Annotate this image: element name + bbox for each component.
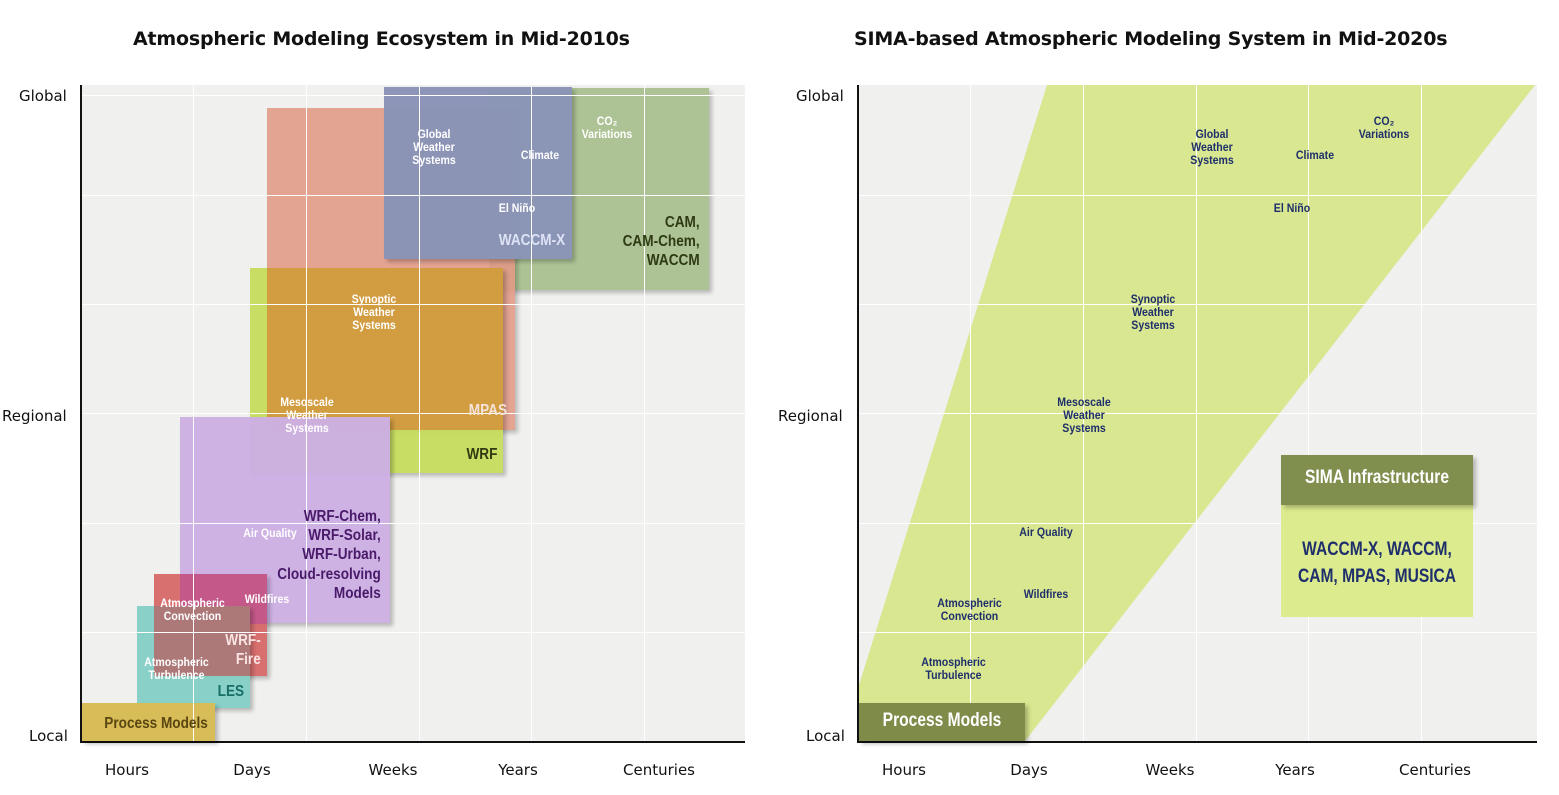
grid-h xyxy=(859,632,1537,633)
left-xlabel-weeks: Weeks xyxy=(368,761,418,779)
mesoscale-label: Mesoscale Weather Systems xyxy=(280,395,334,435)
air-quality-label: Air Quality xyxy=(1019,525,1073,539)
right-xlabel-days: Days xyxy=(1010,761,1048,779)
wrf-label: WRF xyxy=(466,446,497,463)
grid-h xyxy=(859,304,1537,305)
process-models-label: Process Models xyxy=(104,715,208,732)
les-overlap-box xyxy=(154,606,250,676)
grid-h xyxy=(859,195,1537,196)
synoptic-label: Synoptic Weather Systems xyxy=(351,292,397,332)
sima-models-label: WACCM-X, WACCM, CAM, MPAS, MUSICA xyxy=(1297,539,1457,587)
waccmx-label: WACCM-X xyxy=(498,232,565,249)
left-xlabel-centuries: Centuries xyxy=(623,761,695,779)
right-ylabel-global: Global xyxy=(796,87,844,105)
left-xlabel-years: Years xyxy=(498,761,538,779)
grid-h xyxy=(82,413,745,414)
scale-band xyxy=(859,85,1535,741)
wildfires-label: Wildfires xyxy=(1023,587,1069,601)
turbulence-label: Atmospheric Turbulence xyxy=(144,655,209,682)
wildfires-label: Wildfires xyxy=(244,592,290,606)
air-quality-label: Air Quality xyxy=(243,526,297,540)
grid-h xyxy=(82,304,745,305)
left-title: Atmospheric Modeling Ecosystem in Mid-20… xyxy=(133,28,630,50)
cam-label: CAM, CAM-Chem, WACCM xyxy=(622,214,700,270)
el-nino-label: El Niño xyxy=(1273,201,1311,215)
convection-label: Atmospheric Convection xyxy=(160,596,225,623)
process-models-box xyxy=(82,703,215,741)
left-ylabel-regional: Regional xyxy=(2,407,67,425)
left-plot-area: CAM, CAM-Chem, WACCM WACCM-X MPAS WRF WR… xyxy=(80,85,745,743)
convection-label: Atmospheric Convection xyxy=(937,596,1002,623)
left-ylabel-local: Local xyxy=(29,727,68,745)
les-label: LES xyxy=(217,683,244,700)
right-ylabel-regional: Regional xyxy=(778,407,843,425)
left-xlabel-days: Days xyxy=(233,761,271,779)
sima-body-box xyxy=(1281,503,1473,617)
co2-label: CO₂ Variations xyxy=(581,114,633,141)
climate-label: Climate xyxy=(520,148,560,162)
right-xlabel-centuries: Centuries xyxy=(1399,761,1471,779)
global-weather-label: Global Weather Systems xyxy=(1190,127,1234,167)
process-models-box xyxy=(859,703,1025,741)
right-xlabel-hours: Hours xyxy=(882,761,926,779)
grid-h xyxy=(82,195,745,196)
right-title: SIMA-based Atmospheric Modeling System i… xyxy=(854,28,1448,50)
synoptic-label: Synoptic Weather Systems xyxy=(1130,292,1176,332)
right-ylabel-local: Local xyxy=(806,727,845,745)
grid-h xyxy=(859,523,1537,524)
co2-label: CO₂ Variations xyxy=(1358,114,1410,141)
sima-header-box xyxy=(1281,455,1473,505)
grid-h xyxy=(82,632,745,633)
wrf-chem-label: WRF-Chem, WRF-Solar, WRF-Urban, Cloud-re… xyxy=(277,508,381,602)
right-xlabel-weeks: Weeks xyxy=(1145,761,1195,779)
mesoscale-label: Mesoscale Weather Systems xyxy=(1057,395,1111,435)
grid-h xyxy=(82,523,745,524)
grid-h xyxy=(82,95,745,96)
el-nino-label: El Niño xyxy=(498,201,536,215)
left-xlabel-hours: Hours xyxy=(105,761,149,779)
left-ylabel-global: Global xyxy=(19,87,67,105)
process-models-label: Process Models xyxy=(882,710,1002,731)
climate-label: Climate xyxy=(1295,148,1335,162)
right-xlabel-years: Years xyxy=(1275,761,1315,779)
grid-h xyxy=(859,413,1537,414)
global-weather-label: Global Weather Systems xyxy=(412,127,456,167)
right-plot-area: SIMA Infrastructure WACCM-X, WACCM, CAM,… xyxy=(857,85,1537,743)
wrf-fire-label: WRF- Fire xyxy=(225,632,261,669)
turbulence-label: Atmospheric Turbulence xyxy=(921,655,986,682)
waccmx-box xyxy=(384,87,572,259)
mpas-label: MPAS xyxy=(468,402,507,419)
sima-header-label: SIMA Infrastructure xyxy=(1304,467,1449,488)
